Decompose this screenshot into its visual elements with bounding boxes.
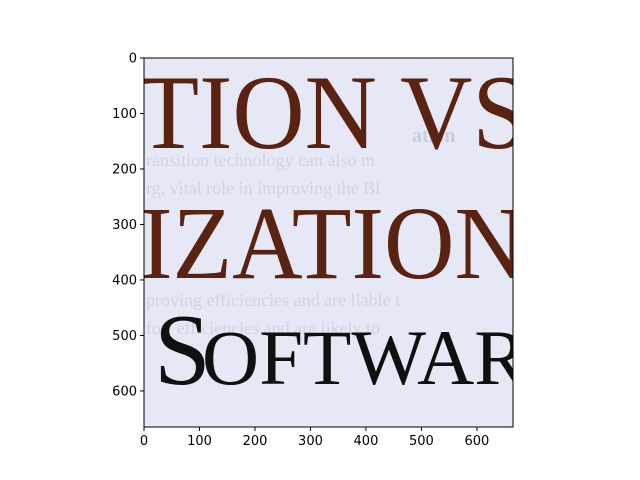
headline-line-1: TION VS bbox=[138, 54, 528, 171]
faint-line-3: proving efficiencies and are liable t bbox=[146, 290, 400, 310]
y-tick-label: 400 bbox=[112, 273, 137, 288]
headline-line-3-initial: S bbox=[154, 294, 211, 407]
image-area: ation ransition technology can also m rg… bbox=[138, 54, 528, 427]
y-tick-label: 500 bbox=[112, 329, 137, 344]
x-tick-label: 300 bbox=[298, 434, 323, 449]
x-tick-label: 600 bbox=[465, 434, 490, 449]
y-tick-label: 600 bbox=[112, 384, 137, 399]
x-axis: 0 100 200 300 400 500 600 bbox=[140, 427, 489, 449]
x-tick-label: 500 bbox=[409, 434, 434, 449]
x-tick-label: 200 bbox=[243, 434, 268, 449]
headline-line-2: IZATION bbox=[140, 186, 525, 301]
faint-line-2: rg. vital role in improving the Bl bbox=[146, 178, 380, 198]
axes-frame bbox=[143, 57, 514, 428]
y-tick-label: 0 bbox=[129, 52, 137, 67]
y-tick-label: 300 bbox=[112, 218, 137, 233]
x-tick-label: 400 bbox=[354, 434, 379, 449]
faint-heading: ation bbox=[412, 125, 455, 147]
y-tick-label: 100 bbox=[112, 107, 137, 122]
faint-line-1: ransition technology can also m bbox=[146, 150, 375, 170]
y-axis: 0 100 200 300 400 500 600 bbox=[112, 52, 144, 399]
x-tick-label: 100 bbox=[187, 434, 212, 449]
faint-line-4: fort efficiencies and are likely to bbox=[146, 318, 380, 338]
paper-background bbox=[144, 58, 513, 427]
y-tick-label: 200 bbox=[112, 162, 137, 177]
headline-line-3-rest: OFTWAR bbox=[202, 314, 527, 401]
x-tick-label: 0 bbox=[140, 434, 148, 449]
